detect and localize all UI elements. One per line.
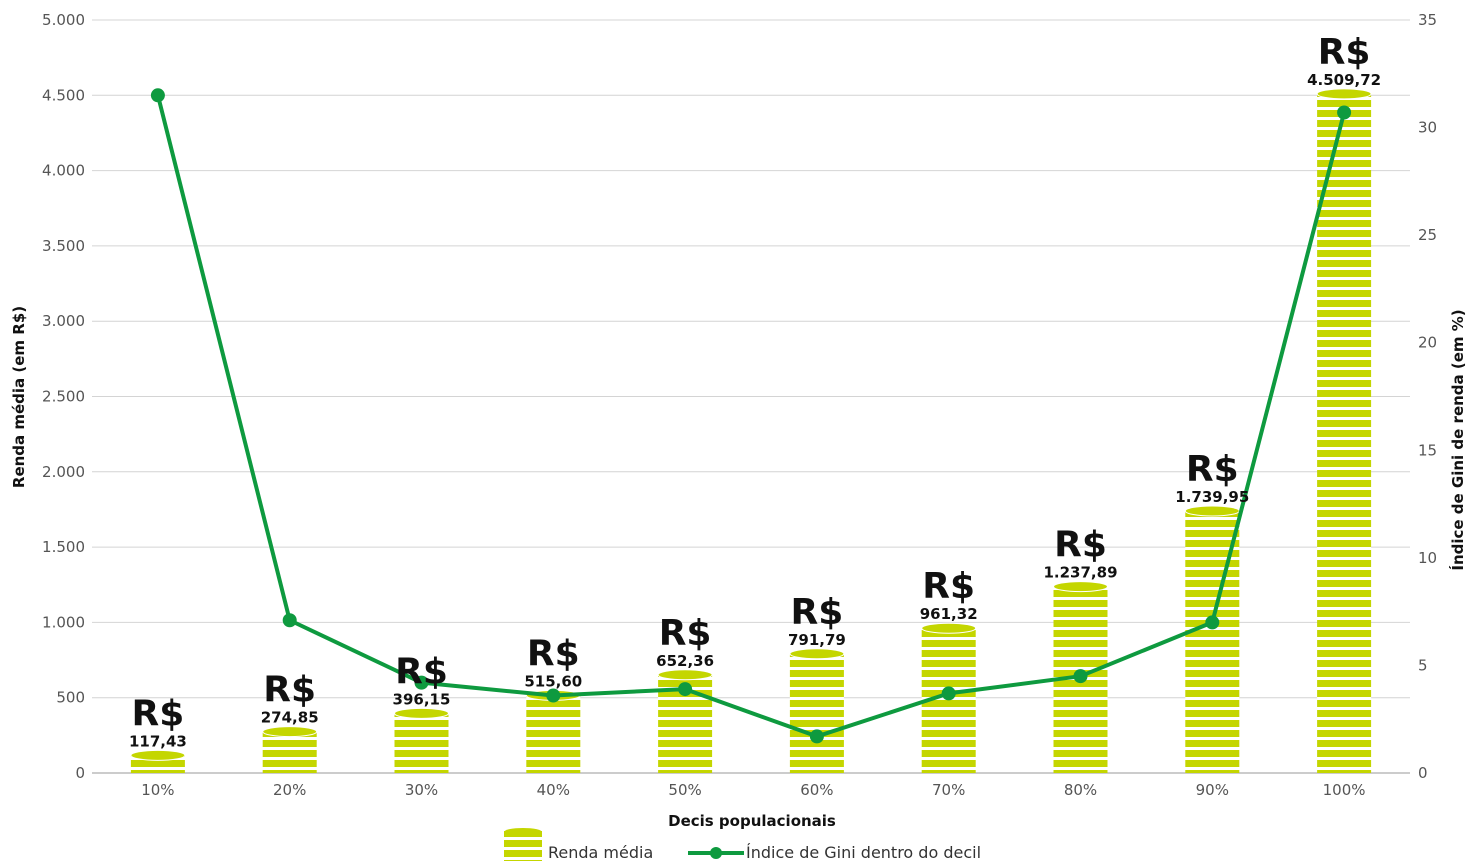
y-tick-label: 500: [56, 689, 85, 707]
bar-value-label: 515,60: [524, 672, 582, 690]
y2-tick-label: 10: [1418, 549, 1437, 567]
coin-bars: [130, 88, 1372, 773]
legend: Renda média Índice de Gini dentro do dec…: [504, 828, 981, 862]
coin-bar: [130, 749, 186, 773]
data-labels: R$117,43R$274,85R$396,15R$515,60R$652,36…: [129, 32, 1381, 750]
gini-point: [1205, 615, 1220, 630]
gini-point: [1337, 105, 1352, 120]
x-tick-label: 50%: [668, 781, 701, 799]
bar-value-label: 1.237,89: [1043, 564, 1117, 582]
coin-bar: [394, 707, 449, 773]
gini-line: [150, 88, 1352, 744]
bar-value-label: 117,43: [129, 732, 187, 750]
y2-tick-label: 0: [1418, 764, 1428, 782]
gini-line-path: [155, 94, 1347, 739]
currency-symbol: R$: [263, 670, 316, 711]
currency-symbol: R$: [791, 592, 844, 633]
gini-point: [1073, 669, 1088, 684]
y-tick-label: 5.000: [42, 11, 85, 29]
y-tick-label: 2.500: [42, 388, 85, 406]
currency-symbol: R$: [527, 633, 580, 674]
left-axis-ticks: 0 500 1.000 1.500 2.000 2.500 3.000 3.500 4.000 4…: [42, 11, 85, 782]
y-tick-label: 4.000: [42, 162, 85, 180]
x-axis-ticks: 10% 20% 30% 40% 50% 60% 70% 80% 90% 100%: [141, 781, 1365, 799]
coin-bar: [789, 648, 845, 773]
right-axis-ticks: 0 5 10 15 20 25 30 35: [1418, 11, 1437, 782]
bar-value-label: 652,36: [656, 652, 714, 670]
x-tick-label: 10%: [141, 781, 174, 799]
bar-value-label: 4.509,72: [1307, 71, 1381, 89]
y-tick-label: 1.000: [42, 613, 85, 631]
x-tick-label: 60%: [800, 781, 833, 799]
gini-point: [150, 88, 165, 103]
y2-tick-label: 20: [1418, 334, 1437, 352]
gini-point: [546, 688, 561, 703]
y-tick-label: 0: [75, 764, 85, 782]
x-tick-label: 100%: [1323, 781, 1366, 799]
bar-value-label: 396,15: [393, 690, 451, 708]
y-tick-label: 3.000: [42, 312, 85, 330]
gini-point: [282, 613, 297, 628]
y-tick-label: 1.500: [42, 538, 85, 556]
x-tick-label: 30%: [405, 781, 438, 799]
y2-tick-label: 15: [1418, 441, 1437, 459]
coin-bar: [1316, 88, 1372, 773]
bar-value-label: 1.739,95: [1175, 488, 1249, 506]
gini-point: [809, 729, 824, 744]
currency-symbol: R$: [1318, 32, 1371, 73]
legend-bar-swatch: [504, 828, 542, 861]
bar-value-label: 274,85: [261, 709, 319, 727]
y2-tick-label: 25: [1418, 226, 1437, 244]
gini-point: [941, 686, 956, 701]
coin-bar: [525, 689, 581, 773]
currency-symbol: R$: [132, 693, 185, 734]
currency-symbol: R$: [395, 651, 448, 692]
x-tick-label: 80%: [1064, 781, 1097, 799]
currency-symbol: R$: [659, 613, 712, 654]
bar-value-label: 961,32: [920, 605, 978, 623]
x-tick-label: 70%: [932, 781, 965, 799]
gini-point: [678, 682, 693, 697]
y2-tick-label: 30: [1418, 119, 1437, 137]
coin-bar: [262, 726, 318, 773]
bar-value-label: 791,79: [788, 631, 846, 649]
x-axis-title: Decis populacionais: [668, 812, 836, 830]
y-tick-label: 2.000: [42, 463, 85, 481]
legend-line-swatch: [688, 847, 744, 859]
y-tick-label: 4.500: [42, 86, 85, 104]
gridlines: [92, 19, 1410, 774]
x-tick-label: 20%: [273, 781, 306, 799]
y2-axis-title: Índice de Gini de renda (em %): [1448, 309, 1467, 570]
legend-bar-label: Renda média: [548, 843, 653, 862]
legend-line-label: Índice de Gini dentro do decil: [746, 843, 981, 862]
y-axis-title: Renda média (em R$): [10, 306, 28, 488]
y2-tick-label: 35: [1418, 11, 1437, 29]
y-tick-label: 3.500: [42, 237, 85, 255]
x-tick-label: 90%: [1196, 781, 1229, 799]
currency-symbol: R$: [922, 566, 975, 607]
x-tick-label: 40%: [537, 781, 570, 799]
gini-point: [414, 675, 429, 690]
coin-bar: [921, 622, 977, 773]
currency-symbol: R$: [1054, 525, 1107, 566]
currency-symbol: R$: [1186, 449, 1239, 490]
y2-tick-label: 5: [1418, 656, 1428, 674]
